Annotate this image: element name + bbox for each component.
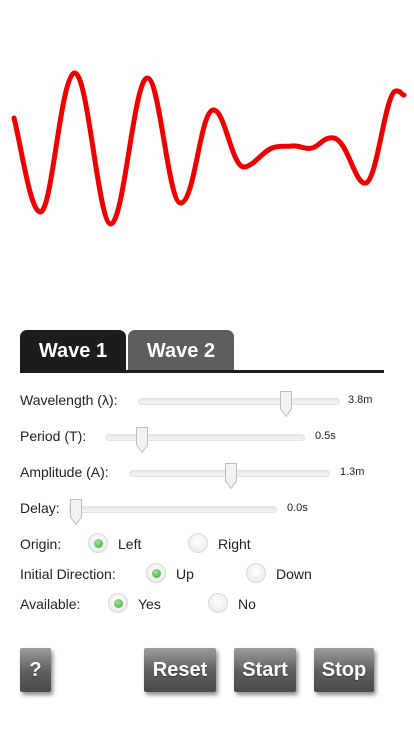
available-yes-label[interactable]: Yes <box>138 596 161 612</box>
origin-right-radio[interactable] <box>188 533 208 553</box>
wavelength-slider-thumb[interactable] <box>279 391 292 417</box>
wavelength-value: 3.8m <box>348 394 373 406</box>
wave-trace <box>11 70 407 227</box>
available-label: Available: <box>20 596 81 612</box>
help-button[interactable]: ? <box>20 648 51 692</box>
radio-selected-dot <box>114 599 123 608</box>
wave-display <box>0 0 414 320</box>
tab-wave-1[interactable]: Wave 1 <box>20 330 126 370</box>
amplitude-value: 1.3m <box>340 466 365 478</box>
origin-left-label[interactable]: Left <box>118 536 142 552</box>
radio-selected-dot <box>94 539 103 548</box>
origin-left-radio[interactable] <box>88 533 108 553</box>
period-slider-thumb[interactable] <box>136 427 149 453</box>
available-yes-radio[interactable] <box>108 593 128 613</box>
direction-label: Initial Direction: <box>20 566 116 582</box>
direction-down-radio[interactable] <box>246 563 266 583</box>
available-no-radio[interactable] <box>208 593 228 613</box>
amplitude-label: Amplitude (A): <box>20 464 109 480</box>
wavelength-label: Wavelength (λ): <box>20 392 118 408</box>
reset-button[interactable]: Reset <box>144 648 216 692</box>
direction-up-label[interactable]: Up <box>176 566 194 582</box>
delay-value: 0.0s <box>287 502 308 514</box>
delay-slider[interactable] <box>69 499 277 525</box>
wavelength-row: Wavelength (λ): 3.8m <box>20 388 384 417</box>
direction-down-label[interactable]: Down <box>276 566 312 582</box>
tab-wave-2[interactable]: Wave 2 <box>128 330 234 370</box>
origin-row: Origin: Left Right <box>20 532 384 558</box>
amplitude-row: Amplitude (A): 1.3m <box>20 460 384 489</box>
tab-divider <box>20 370 384 373</box>
direction-row: Initial Direction: Up Down <box>20 562 384 588</box>
direction-up-radio[interactable] <box>146 563 166 583</box>
wave-tabs: Wave 1 Wave 2 <box>20 330 384 374</box>
origin-label: Origin: <box>20 536 62 552</box>
period-slider[interactable] <box>105 427 305 453</box>
period-row: Period (T): 0.5s <box>20 424 384 453</box>
wavelength-slider[interactable] <box>138 391 340 417</box>
period-value: 0.5s <box>315 430 336 442</box>
delay-label: Delay: <box>20 500 60 516</box>
amplitude-slider[interactable] <box>129 463 330 489</box>
available-no-label[interactable]: No <box>238 596 256 612</box>
period-label: Period (T): <box>20 428 87 444</box>
origin-right-label[interactable]: Right <box>218 536 251 552</box>
delay-row: Delay: 0.0s <box>20 496 384 525</box>
radio-selected-dot <box>152 569 161 578</box>
start-button[interactable]: Start <box>234 648 296 692</box>
stop-button[interactable]: Stop <box>314 648 374 692</box>
amplitude-slider-thumb[interactable] <box>224 463 237 489</box>
available-row: Available: Yes No <box>20 592 384 618</box>
delay-slider-thumb[interactable] <box>70 499 82 525</box>
